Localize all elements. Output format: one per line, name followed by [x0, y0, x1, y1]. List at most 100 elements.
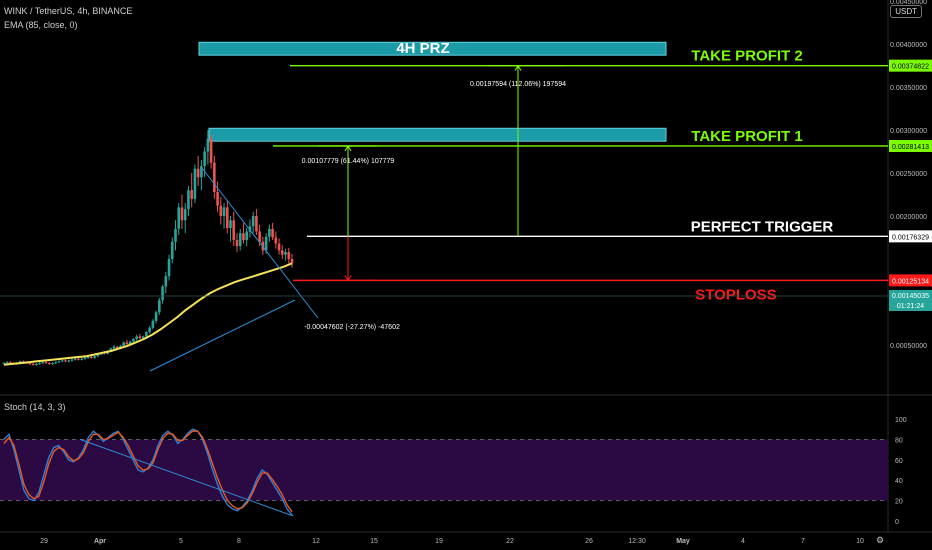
- take-profit-1-label: TAKE PROFIT 1: [691, 128, 802, 145]
- candle-body: [141, 336, 145, 339]
- candle-body: [274, 237, 278, 244]
- prz-label: 4H PRZ: [396, 40, 449, 57]
- candle-body: [238, 233, 242, 247]
- candle-body: [9, 362, 12, 364]
- candle-body: [268, 228, 271, 237]
- price-marker: [889, 139, 932, 152]
- candle-body: [280, 250, 284, 255]
- candle-body: [225, 207, 229, 229]
- time-tick-label: 29: [40, 538, 48, 545]
- time-tick-label: 22: [506, 538, 514, 545]
- candle-body: [248, 226, 252, 232]
- time-tick-label: 15: [370, 538, 378, 545]
- time-tick-label: 5: [179, 538, 183, 545]
- price-tick-label: 0.00050000: [890, 343, 927, 350]
- stoch-tick-label: 20: [895, 499, 903, 506]
- ema-indicator-label[interactable]: EMA (85, close, 0): [4, 20, 78, 30]
- countdown-label: 01:21:24: [897, 303, 924, 310]
- candle-body: [174, 228, 177, 242]
- candle-body: [41, 362, 45, 364]
- ascending-trendline: [149, 299, 296, 372]
- time-tick-label: 26: [585, 538, 593, 545]
- stoch-band: [0, 439, 888, 501]
- candle-body: [203, 151, 206, 167]
- candle-body: [193, 168, 197, 199]
- candle-body: [51, 363, 54, 365]
- candle-body: [44, 362, 48, 364]
- candle-body: [138, 336, 142, 339]
- price-marker: [889, 230, 932, 243]
- candle-body: [235, 240, 239, 247]
- candle-body: [135, 336, 138, 339]
- candle-body: [125, 342, 129, 345]
- candle-body: [167, 259, 171, 277]
- candle-body: [122, 342, 126, 346]
- candle-body: [96, 354, 100, 357]
- price-marker: [889, 274, 932, 287]
- time-tick-label: Apr: [94, 538, 106, 545]
- candle-body: [180, 207, 184, 221]
- time-tick-label: 12:30: [628, 538, 646, 545]
- candle-body: [148, 327, 151, 333]
- candle-body: [255, 216, 258, 232]
- price-marker-label: 0.00176329: [892, 234, 929, 241]
- price-marker-label: 0.00374822: [892, 64, 929, 71]
- price-tick-label: 0.00250000: [890, 171, 927, 178]
- currency-badge[interactable]: USDT: [890, 5, 922, 18]
- measure-label: 0.00197594 (112.06%) 197594: [470, 81, 566, 88]
- stoploss-label: STOPLOSS: [695, 286, 776, 303]
- candle-body: [158, 300, 161, 313]
- candle-body: [154, 312, 158, 321]
- candle-body: [213, 162, 216, 192]
- candle-body: [77, 358, 80, 360]
- candle-body: [128, 341, 132, 345]
- candle-body: [54, 362, 58, 364]
- candle-body: [70, 359, 74, 361]
- take-profit-2-label: TAKE PROFIT 2: [691, 48, 802, 65]
- candle-body: [5, 362, 9, 364]
- candle-body: [222, 207, 226, 216]
- gear-icon: ⚙: [876, 535, 884, 545]
- stoch-tick-label: 0: [895, 519, 899, 526]
- candle-body: [109, 348, 113, 352]
- candle-body: [28, 363, 32, 365]
- stoch-trendline: [79, 438, 294, 517]
- time-tick-label: 19: [435, 538, 443, 545]
- candle-body: [170, 241, 174, 259]
- perfect-trigger-label: PERFECT TRIGGER: [691, 218, 834, 235]
- time-tick-label: 12: [312, 538, 320, 545]
- candle-body: [132, 338, 135, 342]
- candle-body: [67, 360, 71, 362]
- candle-body: [38, 363, 41, 365]
- candle-body: [164, 276, 168, 287]
- candle-body: [2, 363, 6, 365]
- candle-body: [219, 205, 223, 216]
- candle-body: [187, 190, 190, 210]
- measure-label: 0.00107779 (61.44%) 107779: [302, 158, 395, 165]
- stoch-tick-label: 60: [895, 458, 903, 465]
- price-tick-label: 0.00400000: [890, 42, 927, 49]
- candle-body: [31, 363, 35, 365]
- time-tick-label: 7: [801, 538, 805, 545]
- candle-body: [216, 191, 219, 206]
- candle-body: [57, 361, 61, 363]
- candle-body: [200, 166, 203, 178]
- price-tick-label: 0.00300000: [890, 128, 927, 135]
- time-tick-label: 8: [237, 538, 241, 545]
- candle-body: [242, 233, 245, 241]
- candle-body: [60, 360, 64, 362]
- time-tick-label: 10: [856, 538, 864, 545]
- stoch-d-line: [3, 430, 293, 513]
- candle-body: [271, 228, 274, 238]
- price-marker-label: 0.00125134: [892, 278, 929, 285]
- candle-body: [232, 220, 236, 241]
- candle-body: [35, 363, 38, 365]
- time-tick-label: May: [676, 538, 690, 545]
- time-tick-label: 4: [741, 538, 745, 545]
- candle-body: [287, 252, 291, 259]
- price-marker: [889, 59, 932, 72]
- measure-label: -0.00047602 (-27.27%) -47602: [304, 324, 400, 331]
- stoch-indicator-label[interactable]: Stoch (14, 3, 3): [4, 402, 66, 412]
- candle-body: [251, 216, 255, 227]
